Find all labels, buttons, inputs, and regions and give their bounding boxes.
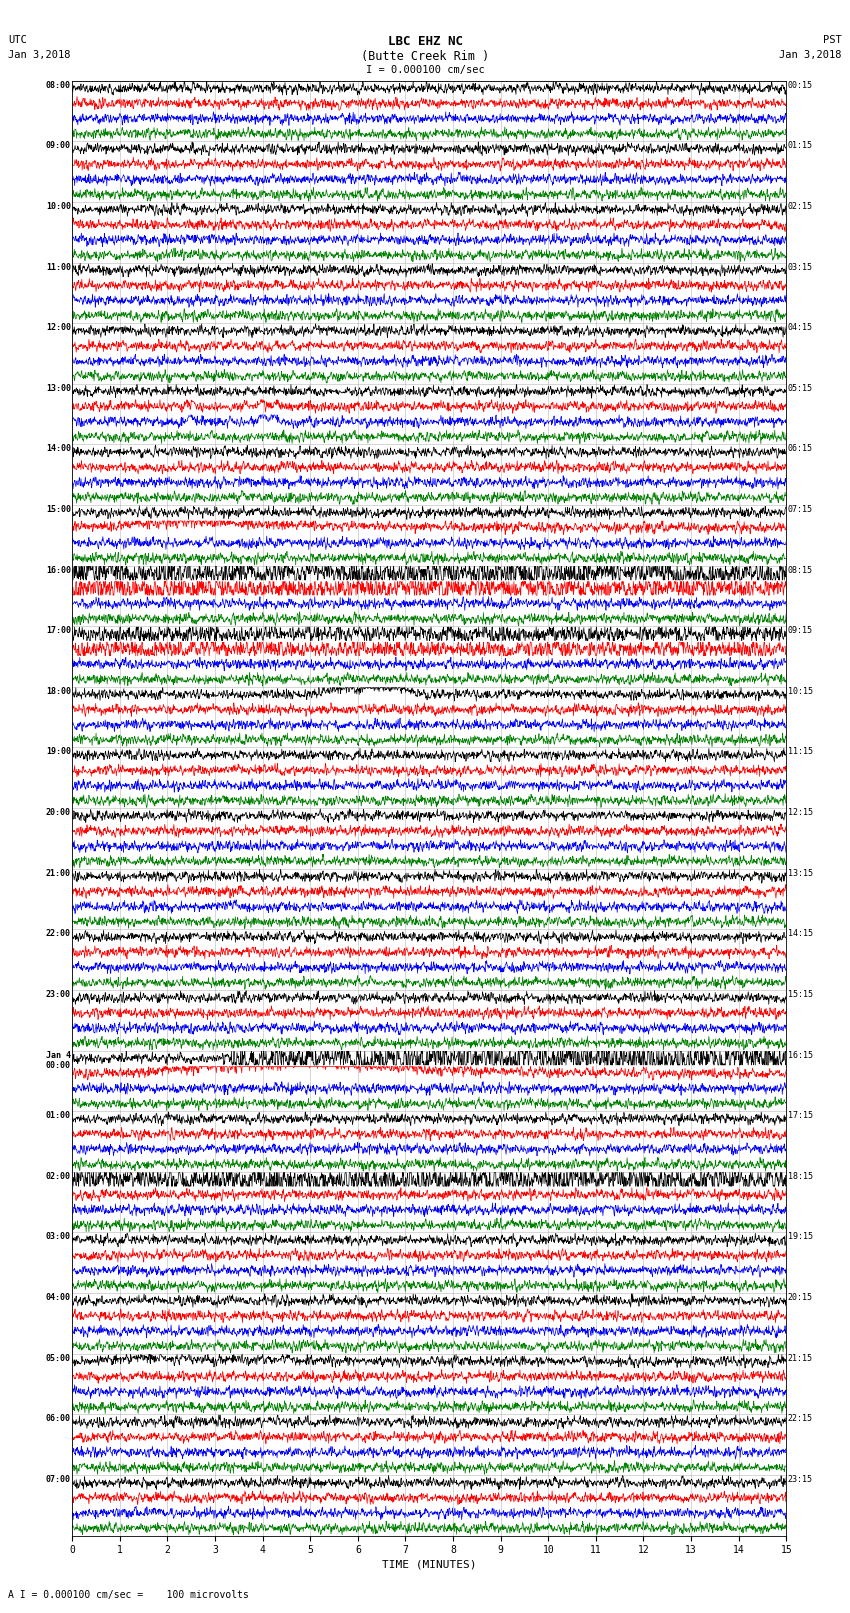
Text: 10:15: 10:15 [788, 687, 813, 695]
Text: 17:15: 17:15 [788, 1111, 813, 1119]
Text: 16:00: 16:00 [46, 566, 71, 574]
Text: 20:15: 20:15 [788, 1294, 813, 1302]
Text: I = 0.000100 cm/sec: I = 0.000100 cm/sec [366, 65, 484, 74]
Text: 14:00: 14:00 [46, 444, 71, 453]
Text: 11:00: 11:00 [46, 263, 71, 271]
Text: A I = 0.000100 cm/sec =    100 microvolts: A I = 0.000100 cm/sec = 100 microvolts [8, 1590, 249, 1600]
X-axis label: TIME (MINUTES): TIME (MINUTES) [382, 1560, 477, 1569]
Text: 06:15: 06:15 [788, 444, 813, 453]
Text: 21:00: 21:00 [46, 869, 71, 877]
Text: 05:15: 05:15 [788, 384, 813, 392]
Text: 13:00: 13:00 [46, 384, 71, 392]
Text: 18:15: 18:15 [788, 1171, 813, 1181]
Text: 19:15: 19:15 [788, 1232, 813, 1242]
Text: Jan 4
00:00: Jan 4 00:00 [46, 1050, 71, 1069]
Text: 03:00: 03:00 [46, 1232, 71, 1242]
Text: 20:00: 20:00 [46, 808, 71, 818]
Text: 06:00: 06:00 [46, 1415, 71, 1423]
Text: 15:15: 15:15 [788, 990, 813, 998]
Text: (Butte Creek Rim ): (Butte Creek Rim ) [361, 50, 489, 63]
Text: 13:15: 13:15 [788, 869, 813, 877]
Text: 01:00: 01:00 [46, 1111, 71, 1119]
Text: 21:15: 21:15 [788, 1353, 813, 1363]
Text: 14:15: 14:15 [788, 929, 813, 939]
Text: 10:00: 10:00 [46, 202, 71, 211]
Text: 07:15: 07:15 [788, 505, 813, 515]
Text: 23:15: 23:15 [788, 1474, 813, 1484]
Text: 22:15: 22:15 [788, 1415, 813, 1423]
Text: 22:00: 22:00 [46, 929, 71, 939]
Text: 12:15: 12:15 [788, 808, 813, 818]
Text: 08:00: 08:00 [46, 81, 71, 90]
Text: 17:00: 17:00 [46, 626, 71, 636]
Text: 19:00: 19:00 [46, 747, 71, 756]
Text: 07:00: 07:00 [46, 1474, 71, 1484]
Text: 05:00: 05:00 [46, 1353, 71, 1363]
Text: Jan 3,2018: Jan 3,2018 [779, 50, 842, 60]
Text: 04:15: 04:15 [788, 323, 813, 332]
Text: 23:00: 23:00 [46, 990, 71, 998]
Text: 16:15: 16:15 [788, 1050, 813, 1060]
Text: 12:00: 12:00 [46, 323, 71, 332]
Text: Jan 3,2018: Jan 3,2018 [8, 50, 71, 60]
Text: 09:00: 09:00 [46, 142, 71, 150]
Text: LBC EHZ NC: LBC EHZ NC [388, 35, 462, 48]
Text: 03:15: 03:15 [788, 263, 813, 271]
Text: 11:15: 11:15 [788, 747, 813, 756]
Text: UTC: UTC [8, 35, 27, 45]
Text: PST: PST [823, 35, 842, 45]
Text: 04:00: 04:00 [46, 1294, 71, 1302]
Text: 02:15: 02:15 [788, 202, 813, 211]
Text: 15:00: 15:00 [46, 505, 71, 515]
Text: 00:15: 00:15 [788, 81, 813, 90]
Text: 09:15: 09:15 [788, 626, 813, 636]
Text: 01:15: 01:15 [788, 142, 813, 150]
Text: 02:00: 02:00 [46, 1171, 71, 1181]
Text: 08:15: 08:15 [788, 566, 813, 574]
Text: 18:00: 18:00 [46, 687, 71, 695]
